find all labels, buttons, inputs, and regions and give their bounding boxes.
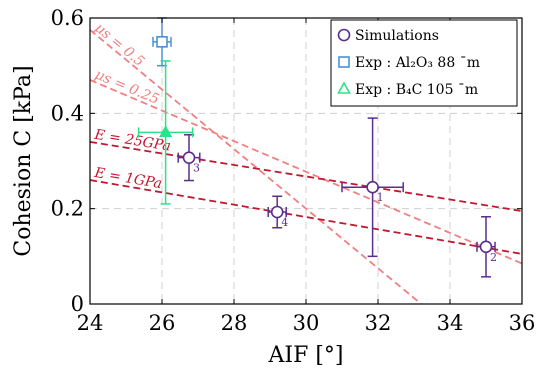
data-point bbox=[182, 151, 196, 164]
y-axis-title: Cohesion C [kPa] bbox=[11, 65, 36, 256]
reference-lines bbox=[90, 29, 522, 304]
legend-box bbox=[330, 19, 518, 107]
reference-line bbox=[90, 179, 522, 255]
y-tick-label: 0.4 bbox=[51, 101, 84, 125]
x-axis-title: AIF [°] bbox=[267, 343, 343, 368]
legend: Simulations Exp : Al₂O₃ 88 ¯m Exp : B₄C 10… bbox=[330, 19, 518, 107]
data-point bbox=[270, 205, 284, 219]
point-label: 2 bbox=[490, 251, 497, 264]
reference-line bbox=[90, 29, 422, 304]
legend-marker-circle bbox=[337, 28, 351, 42]
legend-marker-square bbox=[338, 56, 350, 68]
point-label: 3 bbox=[193, 162, 200, 175]
legend-label: Exp : Al₂O₃ 88 ¯m bbox=[355, 55, 480, 71]
x-tick-label: 26 bbox=[149, 311, 176, 335]
x-tick-label: 34 bbox=[437, 311, 464, 335]
data-series: 1 2 3 4 bbox=[137, 17, 497, 278]
point-label: 4 bbox=[281, 216, 288, 229]
data-point bbox=[479, 240, 493, 254]
data-point bbox=[156, 36, 168, 48]
legend-label: Exp : B₄C 105 ¯m bbox=[355, 82, 478, 98]
point-label: 1 bbox=[377, 191, 384, 204]
y-tick-label: 0 bbox=[71, 292, 84, 316]
x-tick-label: 24 bbox=[77, 311, 104, 335]
x-tick-label: 32 bbox=[365, 311, 392, 335]
y-tick-label: 0.2 bbox=[51, 197, 84, 221]
series-group: 1 2 3 4 bbox=[177, 117, 497, 278]
legend-label: Simulations bbox=[355, 28, 439, 44]
x-tick-label: 28 bbox=[221, 311, 248, 335]
legend-marker-triangle bbox=[337, 81, 351, 94]
reference-line bbox=[90, 141, 522, 212]
series-group bbox=[137, 60, 194, 205]
data-point bbox=[366, 180, 379, 194]
series-group bbox=[152, 17, 172, 67]
x-tick-label: 30 bbox=[293, 311, 320, 335]
y-tick-label: 0.6 bbox=[51, 6, 84, 30]
reference-line bbox=[90, 79, 522, 265]
x-tick-label: 36 bbox=[509, 311, 536, 335]
data-point bbox=[159, 125, 173, 137]
